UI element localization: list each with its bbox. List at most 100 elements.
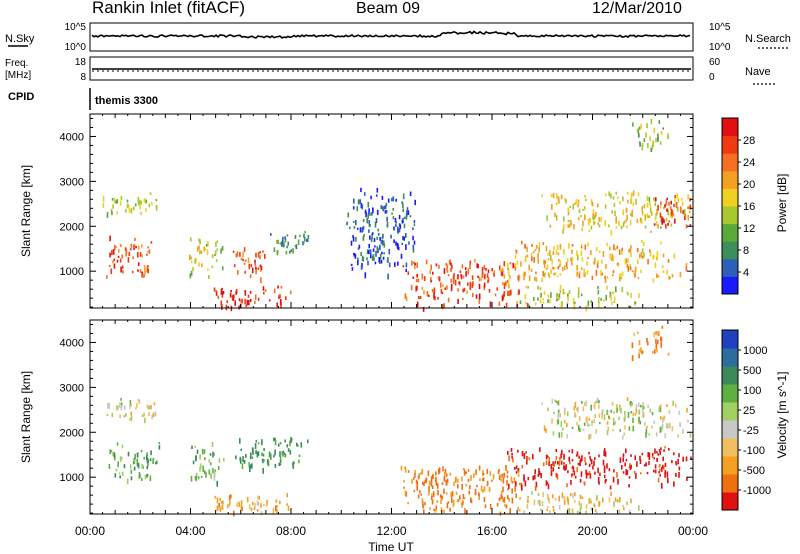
radar-cell (349, 226, 351, 230)
radar-cell (502, 498, 505, 502)
radar-cell (571, 449, 574, 454)
radar-cell (374, 221, 377, 228)
radar-cell (137, 252, 139, 258)
radar-cell (285, 296, 287, 300)
nsearch-bottom-tick: 10^0 (709, 42, 731, 53)
radar-cell (256, 509, 259, 512)
radar-cell (607, 426, 609, 432)
radar-cell (654, 216, 657, 219)
radar-cell (517, 507, 519, 510)
radar-cell (130, 207, 133, 214)
radar-cell (109, 252, 111, 258)
radar-cell (516, 301, 518, 307)
radar-cell (518, 289, 520, 294)
velocity-tick-label: -100 (743, 445, 765, 457)
cpid-value: themis 3300 (95, 95, 158, 107)
radar-cell (550, 194, 553, 198)
radar-cell (546, 264, 549, 269)
radar-cell (221, 287, 223, 290)
radar-cell (269, 453, 272, 458)
radar-cell (629, 266, 632, 271)
radar-cell (671, 274, 674, 278)
radar-cell (467, 267, 470, 271)
radar-cell (350, 240, 353, 246)
radar-cell (551, 418, 553, 424)
radar-cell (623, 432, 626, 436)
x-tick-label: 00:00 (75, 524, 105, 538)
radar-cell (567, 220, 570, 223)
radar-cell (112, 204, 114, 209)
radar-cell (371, 255, 374, 261)
radar-cell (143, 197, 146, 203)
nsky-series-line (91, 30, 691, 39)
radar-cell (228, 495, 231, 501)
radar-cell (648, 454, 651, 460)
radar-cell (659, 212, 662, 218)
radar-cell (363, 234, 365, 237)
radar-cell (571, 244, 574, 247)
radar-cell (578, 455, 580, 459)
radar-cell (430, 476, 433, 482)
radar-cell (626, 264, 629, 268)
colorbar-swatch (722, 258, 738, 277)
radar-cell (523, 275, 525, 281)
radar-cell (508, 283, 510, 289)
radar-cell (643, 252, 645, 258)
radar-cell (521, 451, 524, 457)
radar-cell (457, 298, 459, 304)
radar-cell (567, 224, 569, 228)
radar-cell (469, 260, 472, 265)
radar-cell (128, 251, 131, 256)
radar-cell (375, 194, 378, 197)
radar-cell (461, 484, 463, 490)
radar-cell (390, 197, 393, 202)
radar-cell (507, 450, 509, 455)
x-tick-label: 16:00 (477, 524, 507, 538)
radar-cell (601, 272, 604, 276)
radar-cell (609, 485, 612, 490)
radar-cell (577, 199, 580, 204)
radar-cell (506, 280, 509, 283)
radar-cell (155, 199, 158, 202)
radar-cell (641, 213, 644, 216)
radar-cell (671, 460, 673, 464)
radar-cell (461, 476, 463, 482)
time-axis-label: Time UT (368, 540, 414, 554)
radar-cell (654, 469, 657, 474)
radar-cell (577, 462, 580, 466)
radar-cell (155, 462, 157, 465)
radar-cell (286, 503, 288, 506)
radar-cell (119, 402, 121, 408)
radar-cell (463, 497, 466, 500)
radar-cell (149, 192, 152, 195)
radar-cell (441, 495, 444, 499)
radar-cell (597, 222, 600, 225)
radar-cell (272, 507, 275, 514)
radar-cell (641, 409, 644, 414)
x-tick-label: 04:00 (175, 524, 205, 538)
radar-cell (621, 247, 623, 251)
radar-cell (412, 227, 414, 230)
radar-cell (624, 425, 626, 430)
radar-cell (600, 216, 602, 223)
radar-cell (273, 288, 276, 294)
radar-cell (658, 449, 661, 452)
radar-cell (137, 269, 139, 272)
radar-cell (542, 301, 545, 304)
radar-cell (510, 476, 513, 482)
radar-cell (279, 500, 281, 505)
colorbar-swatch (722, 241, 738, 260)
radar-cell (106, 212, 109, 218)
radar-cell (604, 193, 607, 197)
radar-cell (541, 277, 543, 282)
radar-cell (421, 468, 423, 475)
radar-cell (506, 480, 508, 486)
radar-cell (387, 257, 389, 263)
radar-cell (594, 509, 597, 513)
radar-cell (388, 262, 391, 268)
radar-cell (590, 250, 592, 255)
radar-cell (613, 410, 615, 414)
radar-cell (368, 243, 370, 249)
radar-cell (361, 255, 364, 261)
radar-cell (491, 268, 493, 272)
